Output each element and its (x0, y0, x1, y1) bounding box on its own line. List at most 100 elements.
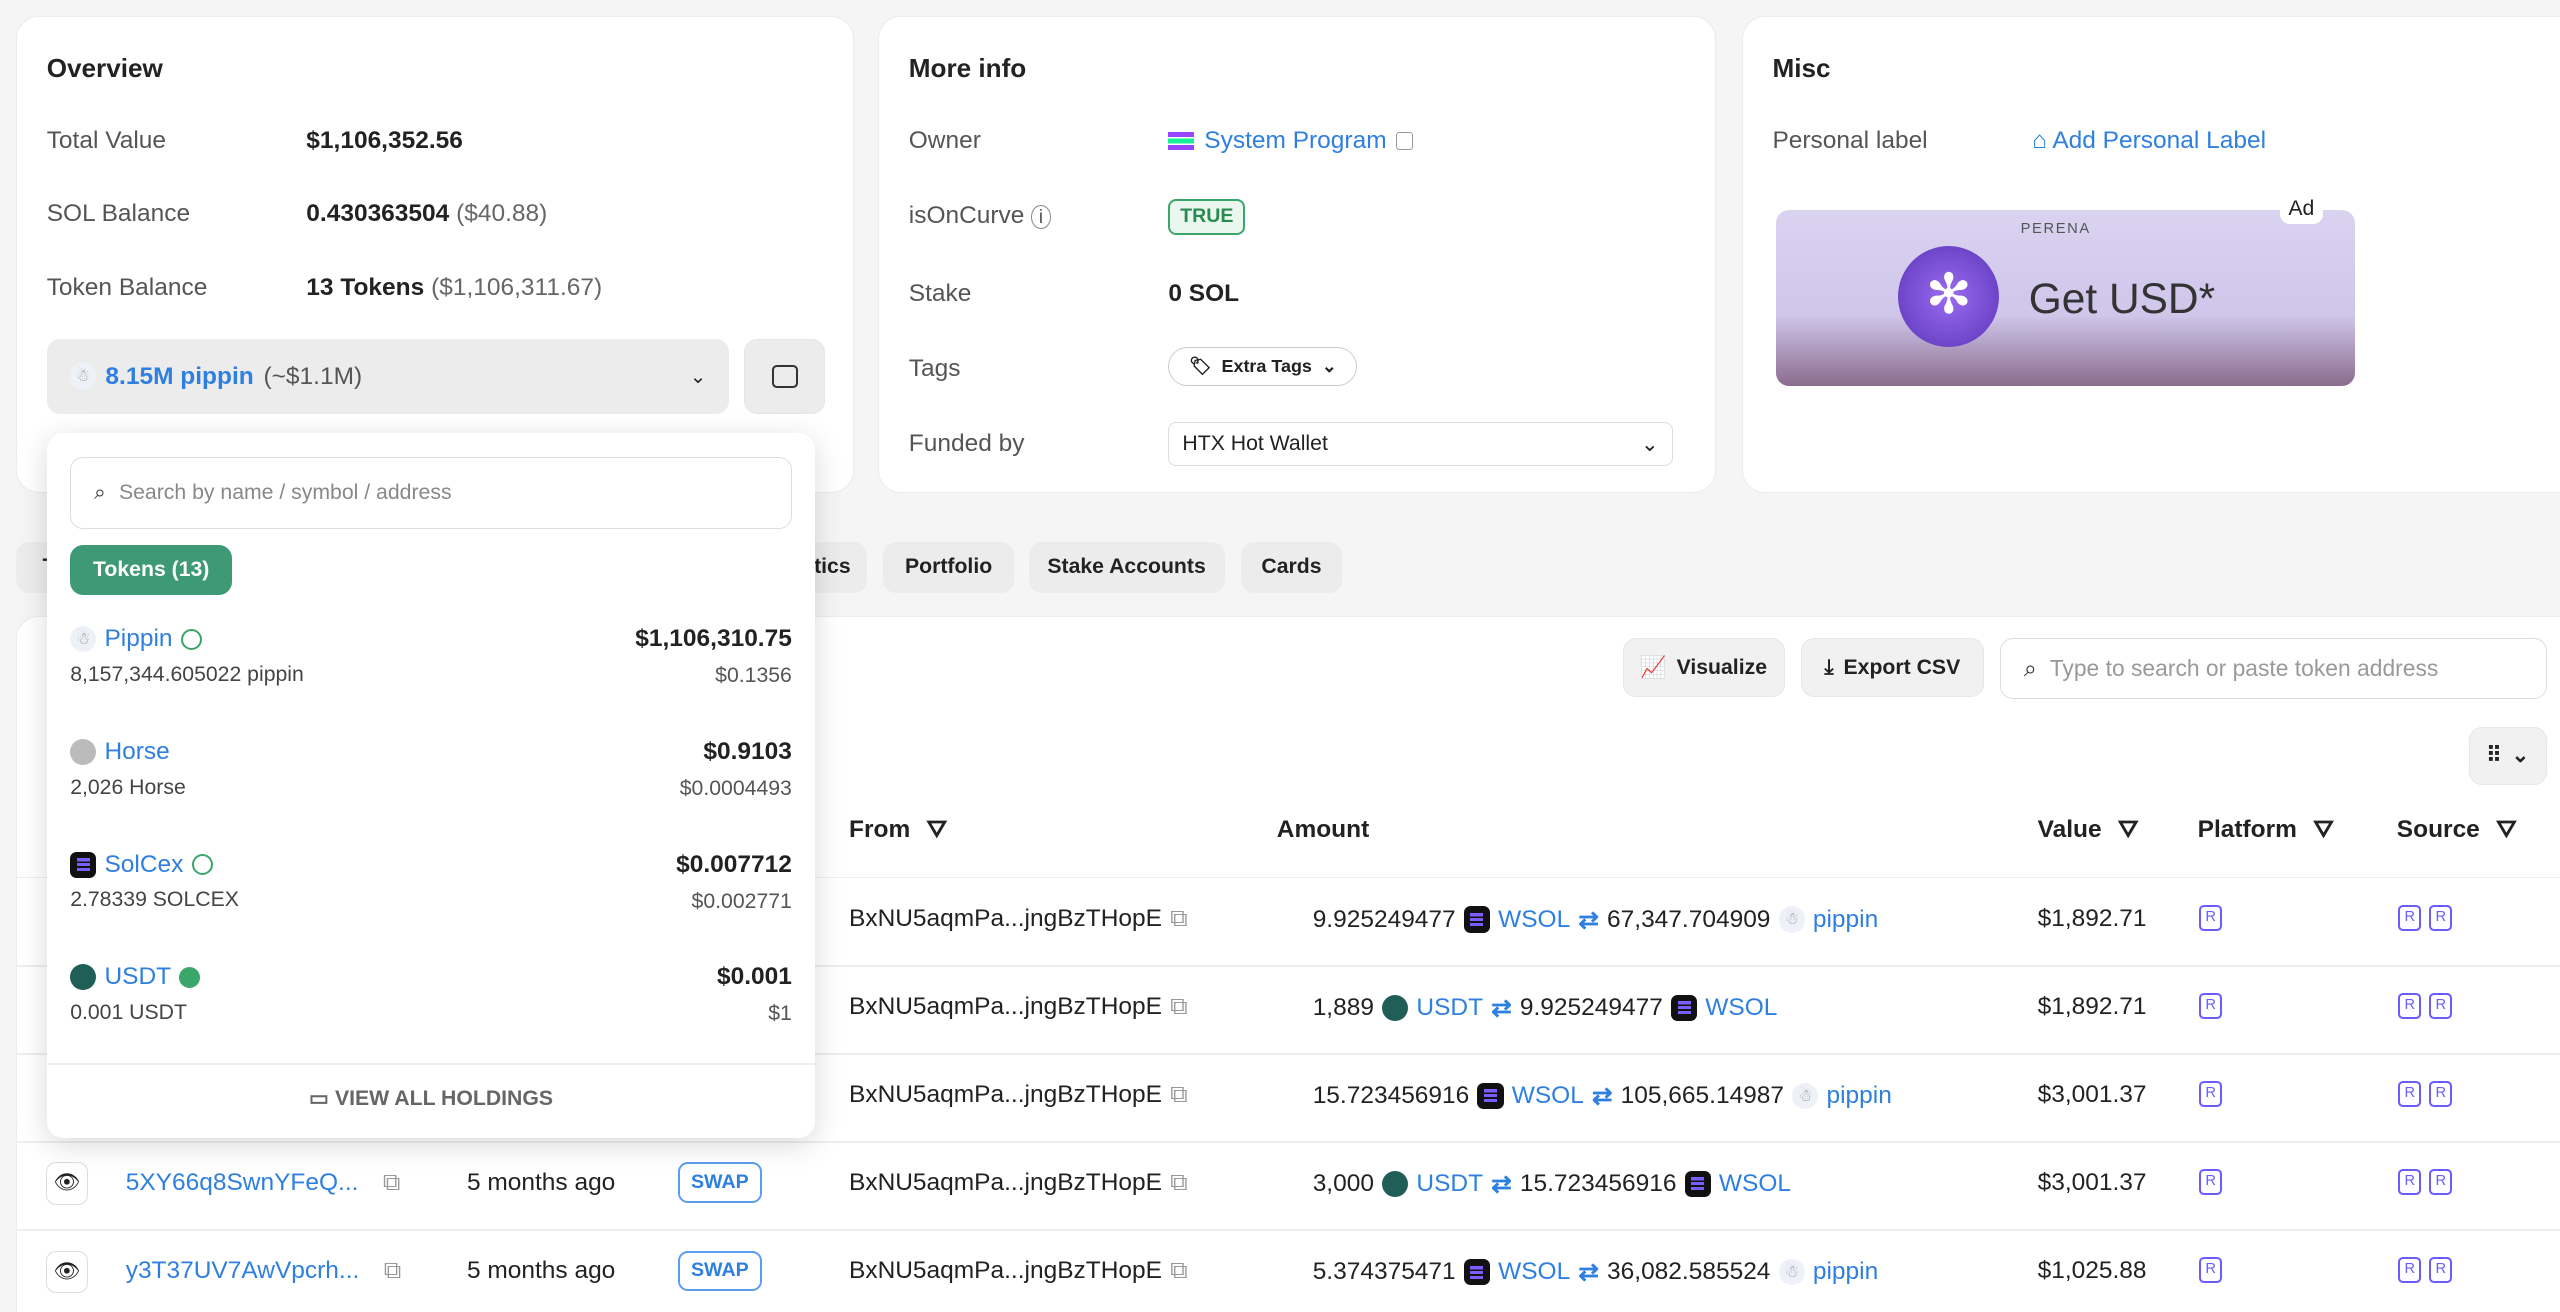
info-icon[interactable]: i (1031, 204, 1051, 229)
value: $3,001.37 (2037, 1080, 2147, 1108)
filter-icon[interactable]: ⛛ (2496, 816, 2517, 844)
token-selector[interactable]: ☃ 8.15M pippin (~$1.1M) ⌄ (46, 338, 730, 415)
funded-label: Funded by (908, 430, 1025, 458)
token-list-item[interactable]: ☃ Pippin 8,157,344.605022 pippin $1,106,3… (70, 625, 792, 687)
from-address[interactable]: BxNU5aqmPa...jngBzTHopE ⧉ (849, 905, 1188, 933)
token-name: USDT (104, 963, 172, 991)
token-in[interactable]: USDT (1416, 993, 1484, 1021)
token-out[interactable]: pippin (1812, 905, 1879, 933)
copy-icon[interactable]: ⧉ (382, 1169, 401, 1196)
value: $1,892.71 (2037, 992, 2147, 1020)
download-icon: ⤓ (1824, 655, 1834, 679)
raydium-icon: R (2199, 1080, 2223, 1107)
tokens-tab[interactable]: Tokens (13) (70, 545, 233, 596)
copy-icon[interactable] (1396, 131, 1413, 150)
solcex-icon (70, 851, 97, 878)
token-out[interactable]: WSOL (1718, 1170, 1791, 1197)
from-address[interactable]: BxNU5aqmPa...jngBzTHopE ⧉ (849, 1081, 1188, 1109)
amount-out: 36,082.585524 (1607, 1258, 1771, 1286)
amount: 9.925249477 WSOL ⇄ 67,347.704909 ☃ pippin (1313, 905, 1879, 935)
platform[interactable]: R (2199, 1257, 2223, 1284)
time: 5 months ago (466, 1257, 616, 1285)
copy-icon[interactable]: ⧉ (1170, 1169, 1188, 1196)
filter-icon[interactable]: ⛛ (2313, 816, 2334, 844)
export-csv-button[interactable]: ⤓ Export CSV (1800, 638, 1984, 698)
token-in[interactable]: WSOL (1498, 1258, 1571, 1286)
token-price: $0.002771 (691, 889, 792, 913)
owner-name: System Program (1204, 126, 1387, 154)
filter-icon[interactable]: ⛛ (2117, 816, 2139, 844)
solana-icon (1168, 131, 1195, 150)
copy-icon[interactable]: ⧉ (383, 1257, 402, 1285)
tab-portfolio[interactable]: Portfolio (883, 542, 1014, 593)
funded-by-select[interactable]: HTX Hot Wallet ⌄ (1168, 422, 1673, 467)
filter-icon[interactable]: ⛛ (926, 816, 948, 844)
token-price: $0.1356 (715, 664, 792, 688)
from-address[interactable]: BxNU5aqmPa...jngBzTHopE ⧉ (849, 993, 1188, 1021)
verified-icon (179, 966, 201, 988)
copy-icon[interactable]: ⧉ (1170, 1257, 1188, 1285)
token-list-item[interactable]: USDT 0.001 USDT $0.001 $1 (70, 963, 792, 1025)
ad-text: Get USD* (2028, 275, 2216, 323)
eye-icon[interactable]: 👁 (45, 1250, 89, 1294)
amount: 1,889 USDT ⇄ 9.925249477 WSOL (1313, 993, 1778, 1023)
stake-label: Stake (908, 280, 972, 308)
amount-out: 9.925249477 (1519, 993, 1663, 1021)
token-list-item[interactable]: Horse 2,026 Horse $0.9103 $0.0004493 (70, 738, 792, 800)
copy-icon[interactable]: ⧉ (1170, 1080, 1188, 1108)
from-text: BxNU5aqmPa...jngBzTHopE (849, 1257, 1162, 1285)
token-out[interactable]: pippin (1812, 1258, 1879, 1286)
token-in[interactable]: USDT (1416, 1170, 1484, 1197)
platform[interactable]: R (2199, 904, 2223, 931)
visualize-button[interactable]: 📈 Visualize (1622, 638, 1785, 698)
wsol-icon (1463, 1259, 1490, 1286)
pippin-icon: ☃ (1792, 1082, 1819, 1109)
verified-icon (191, 854, 213, 876)
signature-link[interactable]: 5XY66q8SwnYFeQ... ⧉ (126, 1169, 401, 1197)
token-amount: 0.001 USDT (70, 1001, 187, 1025)
copy-icon[interactable]: ⧉ (1170, 904, 1188, 932)
token-amount: 2,026 Horse (70, 775, 186, 799)
token-value: $0.001 (716, 963, 792, 991)
amount-out: 105,665.14987 (1620, 1081, 1785, 1109)
eye-icon[interactable]: 👁 (45, 1162, 89, 1205)
token-search-input[interactable]: ⌕ Type to search or paste token address (2000, 638, 2547, 699)
sol-amount: 0.430363504 (306, 200, 450, 228)
time: 5 months ago (466, 1169, 616, 1196)
extra-tags-button[interactable]: 🏷 Extra Tags ⌄ (1168, 347, 1358, 387)
tab-cards[interactable]: Cards (1240, 542, 1343, 593)
token-out[interactable]: pippin (1826, 1081, 1892, 1109)
platform[interactable]: R (2199, 1169, 2223, 1196)
from-address[interactable]: BxNU5aqmPa...jngBzTHopE ⧉ (849, 1257, 1188, 1285)
add-personal-label-link[interactable]: ⌂ Add Personal Label (2032, 127, 2266, 155)
platform[interactable]: R (2199, 992, 2223, 1019)
grid-icon: ⠿ (2486, 744, 2502, 768)
owner-link[interactable]: System Program (1168, 126, 1413, 155)
column-toggle-button[interactable]: ⠿ ⌄ (2468, 726, 2547, 786)
wallet-button[interactable] (743, 338, 826, 415)
view-all-holdings-button[interactable]: ▭ VIEW ALL HOLDINGS (47, 1086, 814, 1111)
token-in[interactable]: WSOL (1511, 1081, 1584, 1109)
header-amount-label: Amount (1276, 816, 1370, 844)
from-address[interactable]: BxNU5aqmPa...jngBzTHopE ⧉ (849, 1169, 1188, 1197)
ad-banner[interactable]: PERENA ✻ Get USD* (1775, 209, 2356, 387)
token-dropdown-search[interactable]: ⌕ Search by name / symbol / address (70, 457, 792, 529)
tab-stake-accounts[interactable]: Stake Accounts (1028, 542, 1225, 593)
signature-link[interactable]: y3T37UV7AwVpcrh... ⧉ (126, 1257, 402, 1285)
export-label: Export CSV (1843, 655, 1961, 679)
header-value: Value ⛛ (2038, 816, 2139, 844)
token-out[interactable]: WSOL (1705, 993, 1778, 1021)
token-in[interactable]: WSOL (1498, 905, 1571, 933)
copy-icon[interactable]: ⧉ (1170, 992, 1188, 1020)
amount-in: 5.374375471 (1312, 1258, 1456, 1286)
pippin-icon: ☃ (70, 626, 97, 653)
header-amount: Amount (1277, 816, 1369, 844)
token-list-item[interactable]: SolCex 2.78339 SOLCEX $0.007712 $0.00277… (70, 851, 792, 913)
platform[interactable]: R (2199, 1080, 2223, 1107)
header-from-label: From (849, 816, 911, 844)
